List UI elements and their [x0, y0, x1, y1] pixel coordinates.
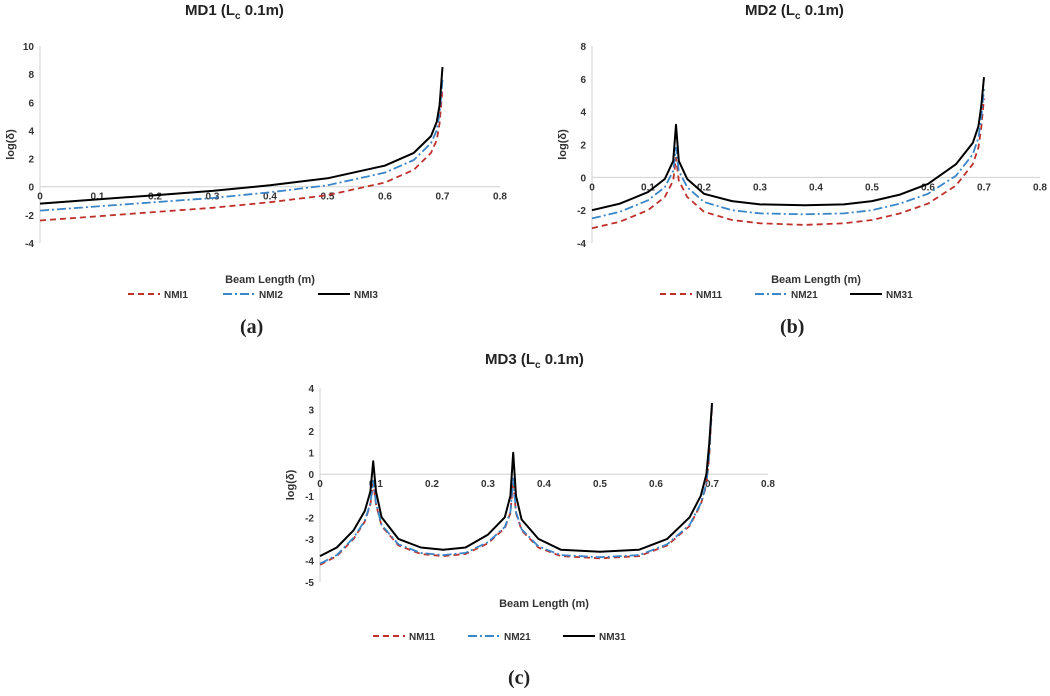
y-tick-label: 8 — [580, 42, 586, 53]
x-tick-label: 0.1 — [641, 182, 655, 193]
y-tick-label: 10 — [23, 42, 35, 53]
x-tick-label: 0.6 — [921, 182, 935, 193]
chart-panel-b: MD2 (Lc 0.1m) -4 -2 0 2 4 6 8 0 0.1 0.2 0.3 0.4 0.5 0… — [530, 0, 1050, 315]
y-tick-label: -2 — [577, 206, 586, 217]
y-tick-label: -4 — [577, 239, 586, 250]
y-tick-label: 4 — [580, 108, 586, 119]
x-tick-label: 0.7 — [977, 182, 991, 193]
x-tick-label: 0.2 — [425, 479, 439, 490]
series-line-nmi1 — [39, 88, 444, 222]
series-line-nm11 — [591, 98, 985, 230]
x-tick-label: 0.5 — [321, 192, 335, 203]
x-tick-label: 0.8 — [493, 192, 507, 203]
y-tick-label: 2 — [580, 141, 586, 152]
y-axis-label: log(δ) — [5, 129, 17, 160]
series-line-nm31 — [319, 403, 713, 557]
series-line-nm21 — [319, 405, 713, 565]
legend-label: NM31 — [886, 290, 913, 301]
y-tick-label: 0 — [28, 183, 34, 194]
x-tick-label: 0.1 — [91, 192, 105, 203]
legend-label: NM21 — [504, 632, 531, 643]
x-tick-label: 0.8 — [761, 479, 775, 490]
x-tick-label: 0.5 — [865, 182, 879, 193]
chart-title: MD3 (Lc 0.1m) — [485, 351, 584, 371]
series-line-nm21 — [591, 88, 985, 220]
chart-title: MD2 (Lc 0.1m) — [745, 2, 844, 22]
y-tick-label: 6 — [28, 98, 34, 109]
y-tick-label: -2 — [305, 513, 314, 524]
y-tick-label: 2 — [28, 155, 34, 166]
x-tick-label: 0.5 — [593, 479, 607, 490]
x-tick-label: 0.4 — [537, 479, 551, 490]
legend-label: NMI1 — [164, 290, 188, 301]
panel-label-c: (c) — [508, 667, 531, 689]
y-axis-label: log(δ) — [557, 129, 569, 160]
x-tick-label: 0.6 — [378, 192, 392, 203]
x-tick-label: 0.7 — [705, 479, 719, 490]
x-tick-label: 0.4 — [809, 182, 823, 193]
legend-label: NM11 — [409, 632, 436, 643]
legend-label: NM11 — [696, 290, 723, 301]
x-tick-label: 0.3 — [481, 479, 495, 490]
y-tick-label: -5 — [305, 578, 314, 589]
x-axis-label: Beam Length (m) — [225, 274, 315, 286]
y-tick-label: -1 — [305, 492, 314, 503]
panel-label-b: (b) — [780, 316, 805, 338]
panel-label-a: (a) — [240, 316, 264, 338]
legend-label: NMI3 — [354, 290, 378, 301]
y-tick-label: 2 — [308, 427, 314, 438]
chart-b-svg: -4 -2 0 2 4 6 8 0 0.1 0.2 0.3 0.4 0.5 0.6 0.7 0.8 log(δ)… — [557, 42, 1047, 301]
legend-label: NM31 — [599, 632, 626, 643]
chart-title: MD1 (Lc 0.1m) — [185, 2, 284, 22]
series-line-nm31 — [591, 77, 985, 212]
x-axis-label: Beam Length (m) — [771, 274, 861, 286]
legend-label: NMI2 — [259, 290, 283, 301]
x-tick-label: 0.2 — [148, 192, 162, 203]
y-tick-label: 0 — [580, 173, 586, 184]
y-tick-label: -2 — [25, 211, 34, 222]
y-tick-label: -4 — [305, 556, 314, 567]
chart-panel-c: MD3 (Lc 0.1m) -5 -4 -3 -2 -1 0 1 2 3 4 0 0.1 0.2 0.3 0… — [270, 345, 790, 655]
x-tick-label: 0 — [37, 192, 43, 203]
x-axis-label: Beam Length (m) — [499, 598, 589, 610]
x-tick-label: 0.7 — [436, 192, 450, 203]
y-tick-label: 3 — [308, 406, 314, 417]
y-tick-label: -4 — [25, 239, 34, 250]
y-tick-label: 0 — [308, 470, 314, 481]
y-tick-label: 8 — [28, 70, 34, 81]
chart-panel-a: MD1 (Lc 0.1m) -4 -2 0 2 4 6 8 10 0 0.1 0.2 0.3 0.4 0.… — [0, 0, 530, 315]
series-line-nmi2 — [39, 79, 444, 212]
y-tick-label: 1 — [308, 449, 314, 460]
x-tick-label: 0 — [589, 182, 595, 193]
y-tick-label: 4 — [28, 126, 34, 137]
series-line-nmi3 — [39, 67, 444, 205]
y-axis-label: log(δ) — [285, 469, 297, 500]
x-tick-label: 0.4 — [263, 192, 277, 203]
y-tick-label: -3 — [305, 535, 314, 546]
y-tick-label: 4 — [308, 384, 314, 395]
x-tick-label: 0.6 — [649, 479, 663, 490]
x-tick-label: 0.3 — [753, 182, 767, 193]
x-tick-label: 0.2 — [697, 182, 711, 193]
y-tick-label: 6 — [580, 75, 586, 86]
x-tick-label: 0.8 — [1033, 182, 1047, 193]
legend-label: NM21 — [791, 290, 818, 301]
x-tick-label: 0 — [317, 479, 323, 490]
